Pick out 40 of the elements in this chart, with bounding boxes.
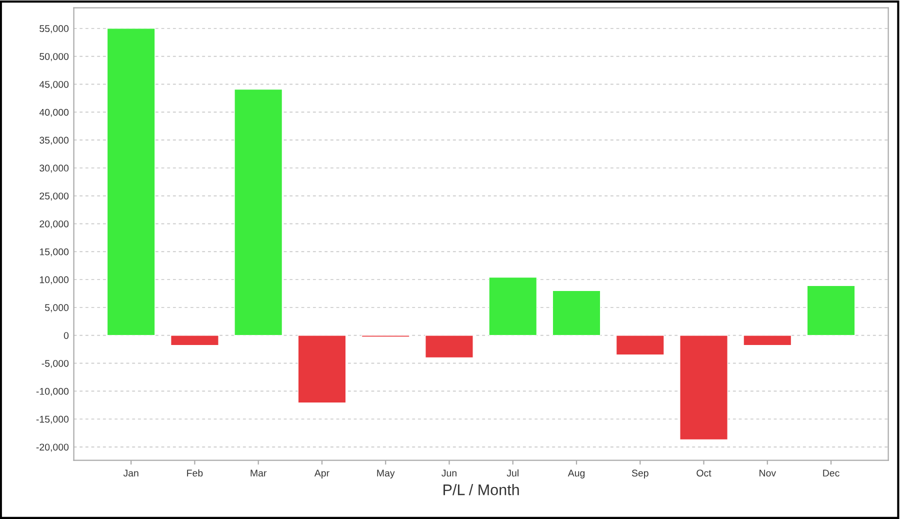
- bar: [616, 335, 664, 356]
- bar: [552, 290, 601, 336]
- y-tick-label: 45,000: [39, 80, 69, 90]
- y-tick-label: -10,000: [36, 388, 69, 396]
- x-tick-label: Jun: [442, 470, 456, 477]
- x-tick-label: Nov: [760, 470, 776, 477]
- x-tick-label: Sep: [632, 470, 648, 478]
- x-tick-label: Apr: [314, 470, 330, 478]
- x-tick-label: Feb: [187, 469, 203, 477]
- bar: [170, 335, 219, 346]
- y-tick-label: 20,000: [40, 220, 69, 229]
- y-tick-label: 40,000: [39, 108, 69, 117]
- y-tick-label: 10,000: [40, 276, 69, 284]
- y-tick-label: 15,000: [40, 248, 69, 256]
- y-tick-label: 50,000: [40, 53, 69, 62]
- bar: [680, 335, 728, 440]
- y-tick-label: 0: [64, 332, 69, 339]
- y-tick-label: 55,000: [40, 25, 69, 34]
- x-tick-label: Mar: [250, 470, 267, 477]
- bar: [106, 28, 156, 336]
- x-tick-label: Aug: [568, 470, 585, 478]
- y-tick-label: 35,000: [40, 136, 69, 145]
- x-tick-label: May: [377, 470, 395, 478]
- y-tick-label: 25,000: [40, 192, 69, 201]
- bar: [425, 335, 474, 358]
- x-tick-label: Jan: [123, 470, 138, 477]
- bar: [234, 88, 283, 336]
- x-tick-label: Jul: [506, 469, 518, 477]
- x-tick-label: Dec: [823, 470, 840, 477]
- bar: [488, 276, 538, 336]
- bar: [298, 335, 346, 404]
- x-tick-label: Oct: [696, 470, 712, 477]
- bar: [806, 285, 856, 336]
- y-tick-label: -20,000: [36, 444, 69, 452]
- y-tick-label: -5,000: [42, 360, 69, 368]
- y-tick-label: -15,000: [36, 416, 69, 424]
- y-tick-label: 5,000: [45, 304, 69, 312]
- bar: [743, 335, 792, 346]
- x-axis-title: P/L / Month: [444, 484, 519, 496]
- y-tick-label: 30,000: [40, 164, 69, 173]
